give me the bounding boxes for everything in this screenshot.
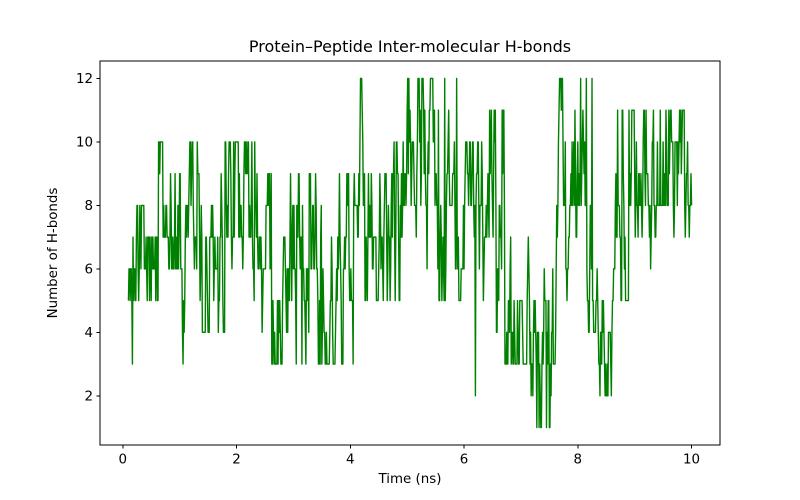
- y-axis: 2 4 6 8 10 12: [76, 72, 100, 404]
- x-tick-label: 6: [460, 453, 469, 468]
- y-tick-label: 12: [76, 72, 93, 87]
- chart-title: Protein–Peptide Inter-molecular H-bonds: [249, 37, 571, 56]
- hbond-series-line: [127, 77, 693, 429]
- y-axis-label: Number of H-bonds: [46, 188, 61, 319]
- y-tick-label: 2: [84, 389, 93, 404]
- x-tick-label: 10: [683, 453, 700, 468]
- x-tick-label: 2: [232, 453, 241, 468]
- x-tick-label: 8: [574, 453, 583, 468]
- y-tick-label: 8: [84, 199, 93, 214]
- plot-area-border: [99, 60, 721, 446]
- y-tick-label: 4: [84, 326, 93, 341]
- y-tick-label: 6: [84, 262, 93, 277]
- x-tick-label: 0: [118, 453, 127, 468]
- x-axis-label: Time (ns): [378, 472, 442, 487]
- x-axis: 0 2 4 6 8 10: [118, 445, 700, 468]
- x-tick-label: 4: [346, 453, 355, 468]
- y-tick-label: 10: [76, 136, 93, 151]
